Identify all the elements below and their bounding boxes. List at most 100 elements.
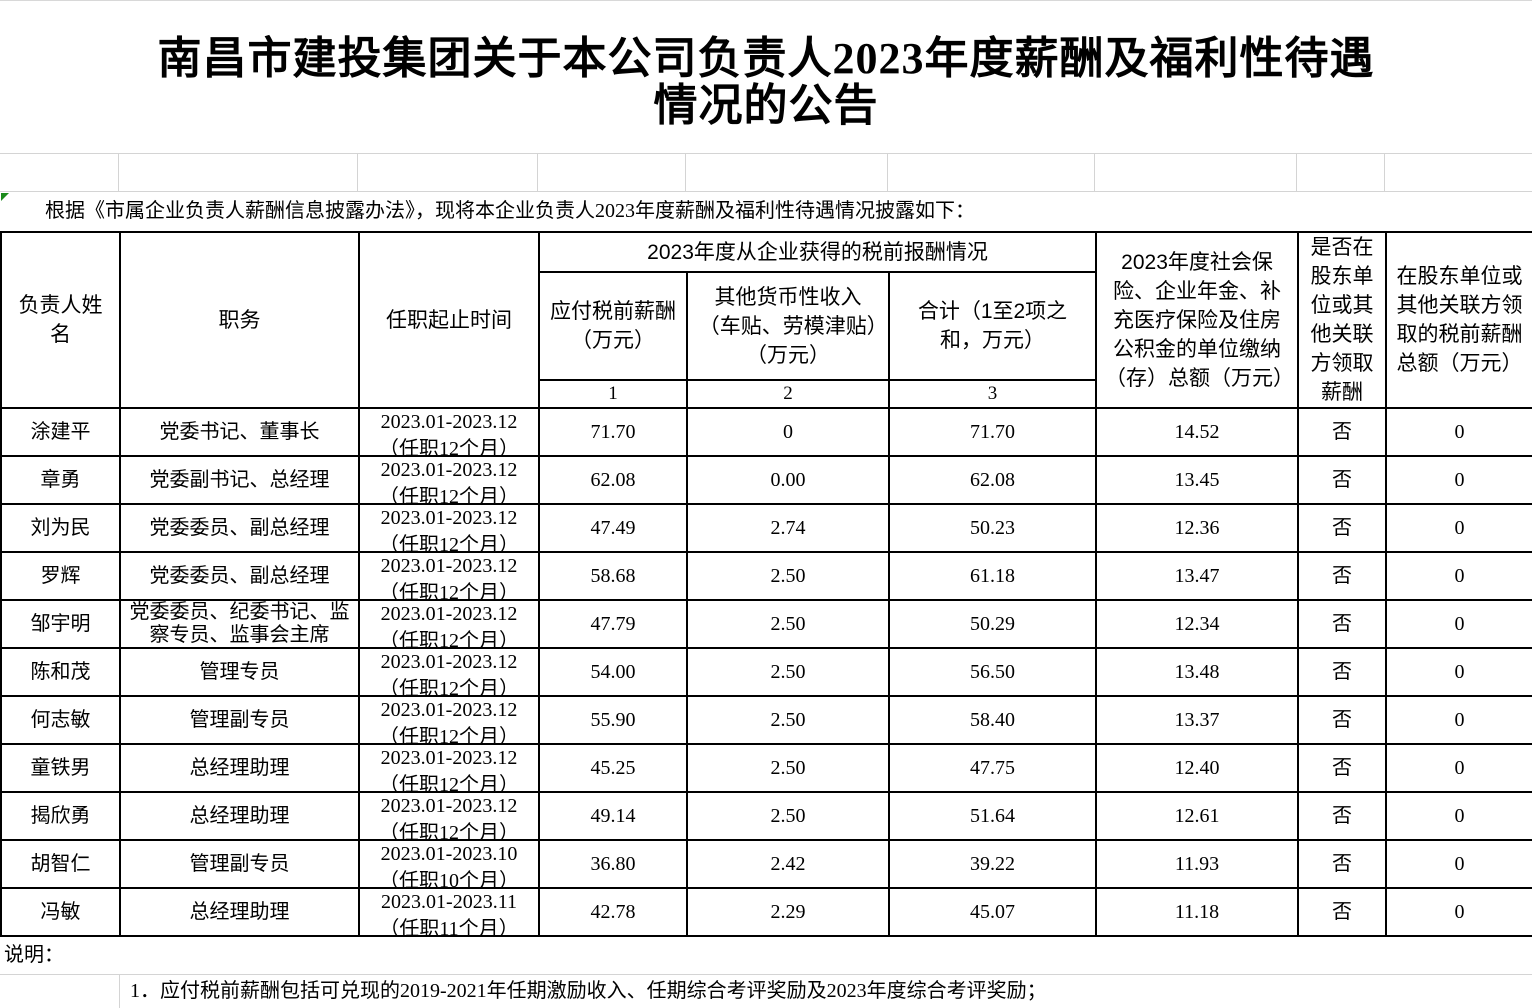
cell-name[interactable]: 胡智仁 bbox=[0, 839, 121, 889]
cell-other-income[interactable]: 2.50 bbox=[686, 791, 890, 841]
cell-name[interactable]: 何志敏 bbox=[0, 695, 121, 745]
cell-shareholder-amount[interactable]: 0 bbox=[1385, 455, 1532, 505]
cell-insurance[interactable]: 12.34 bbox=[1095, 599, 1300, 649]
cell-other-income[interactable]: 2.74 bbox=[686, 503, 890, 553]
cell-tenure[interactable]: 2023.01-2023.12 （任职12个月） bbox=[358, 791, 540, 841]
cell-tenure[interactable]: 2023.01-2023.12 （任职12个月） bbox=[358, 599, 540, 649]
cell-total[interactable]: 61.18 bbox=[887, 551, 1098, 601]
cell-shareholder-amount[interactable]: 0 bbox=[1385, 695, 1532, 745]
cell-position[interactable]: 党委副书记、总经理 bbox=[119, 455, 360, 505]
header-total[interactable]: 合计（1至2项之和，万元） bbox=[887, 271, 1098, 381]
cell-shareholder-amount[interactable]: 0 bbox=[1385, 503, 1532, 553]
spreadsheet-cell-empty[interactable] bbox=[686, 154, 888, 191]
cell-insurance[interactable]: 13.48 bbox=[1095, 647, 1300, 697]
cell-salary[interactable]: 58.68 bbox=[538, 551, 688, 601]
cell-other-income[interactable]: 0.00 bbox=[686, 455, 890, 505]
cell-tenure[interactable]: 2023.01-2023.10 （任职10个月） bbox=[358, 839, 540, 889]
cell-name[interactable]: 童铁男 bbox=[0, 743, 121, 793]
cell-other-income[interactable]: 2.29 bbox=[686, 887, 890, 937]
cell-other-income[interactable]: 2.50 bbox=[686, 647, 890, 697]
cell-salary[interactable]: 71.70 bbox=[538, 407, 688, 457]
header-shareholder-flag[interactable]: 是否在股东单位或其他关联方领取薪酬 bbox=[1297, 231, 1388, 409]
cell-shareholder-flag[interactable]: 否 bbox=[1297, 887, 1388, 937]
cell-name[interactable]: 冯敏 bbox=[0, 887, 121, 937]
cell-name[interactable]: 揭欣勇 bbox=[0, 791, 121, 841]
cell-tenure[interactable]: 2023.01-2023.12 （任职12个月） bbox=[358, 407, 540, 457]
spreadsheet-cell-empty[interactable] bbox=[1297, 154, 1385, 191]
header-shareholder-amount[interactable]: 在股东单位或其他关联方领取的税前薪酬总额（万元） bbox=[1385, 231, 1532, 409]
header-salary[interactable]: 应付税前薪酬（万元） bbox=[538, 271, 688, 381]
spreadsheet-cell-empty[interactable] bbox=[888, 154, 1095, 191]
cell-other-income[interactable]: 2.50 bbox=[686, 551, 890, 601]
cell-insurance[interactable]: 13.45 bbox=[1095, 455, 1300, 505]
cell-shareholder-flag[interactable]: 否 bbox=[1297, 599, 1388, 649]
cell-tenure[interactable]: 2023.01-2023.12 （任职12个月） bbox=[358, 743, 540, 793]
header-tenure[interactable]: 任职起止时间 bbox=[358, 231, 540, 409]
cell-position[interactable]: 总经理助理 bbox=[119, 791, 360, 841]
cell-tenure[interactable]: 2023.01-2023.11 （任职11个月） bbox=[358, 887, 540, 937]
cell-total[interactable]: 58.40 bbox=[887, 695, 1098, 745]
cell-salary[interactable]: 62.08 bbox=[538, 455, 688, 505]
cell-total[interactable]: 45.07 bbox=[887, 887, 1098, 937]
cell-position[interactable]: 管理副专员 bbox=[119, 839, 360, 889]
cell-position[interactable]: 党委委员、纪委书记、监察专员、监事会主席 bbox=[119, 599, 360, 649]
cell-salary[interactable]: 45.25 bbox=[538, 743, 688, 793]
cell-position[interactable]: 总经理助理 bbox=[119, 743, 360, 793]
spreadsheet-cell-empty[interactable] bbox=[0, 154, 119, 191]
intro-cell[interactable]: 根据《市属企业负责人薪酬信息披露办法》，现将本企业负责人2023年度薪酬及福利性… bbox=[0, 192, 1532, 231]
spreadsheet-cell-empty[interactable] bbox=[538, 154, 686, 191]
cell-total[interactable]: 50.23 bbox=[887, 503, 1098, 553]
cell-name[interactable]: 刘为民 bbox=[0, 503, 121, 553]
cell-shareholder-flag[interactable]: 否 bbox=[1297, 455, 1388, 505]
cell-salary[interactable]: 54.00 bbox=[538, 647, 688, 697]
cell-position[interactable]: 党委委员、副总经理 bbox=[119, 503, 360, 553]
cell-shareholder-flag[interactable]: 否 bbox=[1297, 839, 1388, 889]
cell-position[interactable]: 党委委员、副总经理 bbox=[119, 551, 360, 601]
cell-shareholder-amount[interactable]: 0 bbox=[1385, 551, 1532, 601]
cell-shareholder-flag[interactable]: 否 bbox=[1297, 551, 1388, 601]
cell-insurance[interactable]: 13.47 bbox=[1095, 551, 1300, 601]
note-item-cell[interactable]: 1．应付税前薪酬包括可兑现的2019-2021年任期激励收入、任期综合考评奖励及… bbox=[0, 975, 1532, 1008]
cell-total[interactable]: 47.75 bbox=[887, 743, 1098, 793]
cell-shareholder-amount[interactable]: 0 bbox=[1385, 407, 1532, 457]
cell-salary[interactable]: 49.14 bbox=[538, 791, 688, 841]
cell-tenure[interactable]: 2023.01-2023.12 （任职12个月） bbox=[358, 647, 540, 697]
cell-name[interactable]: 涂建平 bbox=[0, 407, 121, 457]
cell-shareholder-flag[interactable]: 否 bbox=[1297, 503, 1388, 553]
cell-salary[interactable]: 42.78 bbox=[538, 887, 688, 937]
cell-total[interactable]: 39.22 bbox=[887, 839, 1098, 889]
cell-shareholder-amount[interactable]: 0 bbox=[1385, 839, 1532, 889]
cell-shareholder-amount[interactable]: 0 bbox=[1385, 887, 1532, 937]
cell-insurance[interactable]: 11.18 bbox=[1095, 887, 1300, 937]
cell-insurance[interactable]: 12.40 bbox=[1095, 743, 1300, 793]
cell-name[interactable]: 章勇 bbox=[0, 455, 121, 505]
cell-salary[interactable]: 47.79 bbox=[538, 599, 688, 649]
cell-name[interactable]: 陈和茂 bbox=[0, 647, 121, 697]
header-position[interactable]: 职务 bbox=[119, 231, 360, 409]
cell-position[interactable]: 总经理助理 bbox=[119, 887, 360, 937]
cell-salary[interactable]: 36.80 bbox=[538, 839, 688, 889]
spreadsheet-cell-empty[interactable] bbox=[1095, 154, 1297, 191]
cell-shareholder-amount[interactable]: 0 bbox=[1385, 791, 1532, 841]
cell-other-income[interactable]: 2.50 bbox=[686, 599, 890, 649]
cell-tenure[interactable]: 2023.01-2023.12 （任职12个月） bbox=[358, 455, 540, 505]
cell-name[interactable]: 邹宇明 bbox=[0, 599, 121, 649]
cell-shareholder-flag[interactable]: 否 bbox=[1297, 791, 1388, 841]
cell-total[interactable]: 56.50 bbox=[887, 647, 1098, 697]
cell-other-income[interactable]: 2.50 bbox=[686, 695, 890, 745]
cell-shareholder-amount[interactable]: 0 bbox=[1385, 599, 1532, 649]
cell-salary[interactable]: 55.90 bbox=[538, 695, 688, 745]
cell-position[interactable]: 管理副专员 bbox=[119, 695, 360, 745]
cell-total[interactable]: 50.29 bbox=[887, 599, 1098, 649]
column-number-2[interactable]: 2 bbox=[686, 378, 890, 410]
cell-tenure[interactable]: 2023.01-2023.12 （任职12个月） bbox=[358, 695, 540, 745]
cell-total[interactable]: 62.08 bbox=[887, 455, 1098, 505]
cell-shareholder-amount[interactable]: 0 bbox=[1385, 743, 1532, 793]
notes-label-cell[interactable]: 说明： bbox=[0, 937, 1532, 975]
cell-insurance[interactable]: 14.52 bbox=[1095, 407, 1300, 457]
cell-other-income[interactable]: 2.42 bbox=[686, 839, 890, 889]
spreadsheet-cell-empty[interactable] bbox=[1385, 154, 1532, 191]
cell-total[interactable]: 51.64 bbox=[887, 791, 1098, 841]
spreadsheet-cell-empty[interactable] bbox=[119, 154, 358, 191]
cell-salary[interactable]: 47.49 bbox=[538, 503, 688, 553]
